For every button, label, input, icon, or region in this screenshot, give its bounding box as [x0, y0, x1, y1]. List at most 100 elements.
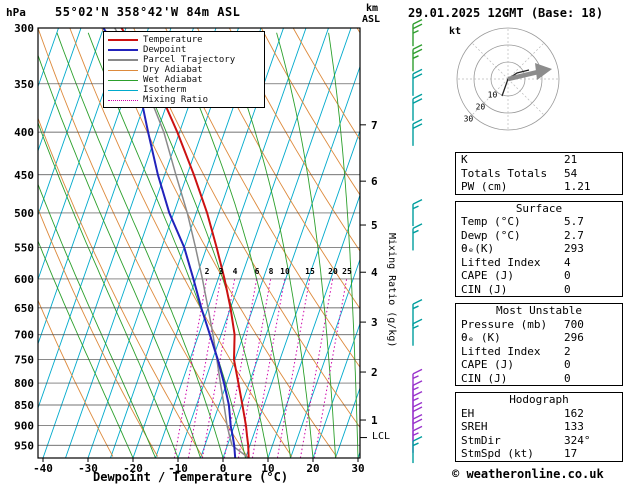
legend-item: Dry Adiabat [108, 65, 260, 75]
svg-text:10: 10 [261, 462, 274, 475]
legend-label: Parcel Trajectory [143, 54, 236, 65]
index-value: 0 [564, 358, 571, 371]
pressure-axis-unit: hPa [6, 6, 26, 19]
indices-row: EH 162 [456, 407, 623, 421]
indices-panels: K 21 Totals Totals 54 PW (cm) 1.21 Surface Temp… [455, 152, 623, 468]
station-title: 55°02'N 358°42'W 84m ASL [55, 5, 241, 19]
legend-swatch [108, 89, 138, 91]
svg-text:4: 4 [371, 266, 378, 279]
svg-text:8: 8 [269, 267, 274, 276]
legend-swatch [108, 99, 138, 101]
svg-text:5: 5 [371, 219, 378, 232]
profile-parcel-trajectory [114, 28, 250, 458]
svg-text:950: 950 [14, 439, 34, 452]
svg-text:1: 1 [371, 414, 378, 427]
chart-legend: Temperature Dewpoint Parcel Trajectory Dry … [103, 31, 265, 108]
altitude-axis-unit-km: km [366, 3, 379, 14]
index-label: EH [461, 406, 475, 420]
indices-row: θₑ(K) 293 [456, 242, 623, 256]
indices-row: Dewp (°C) 2.7 [456, 229, 623, 243]
index-label: Temp (°C) [461, 215, 521, 228]
legend-item: Isotherm [108, 85, 260, 95]
temperature-tick-labels: -40 -30 -20 -10 0 10 20 30 [33, 458, 365, 475]
wind-barb [412, 198, 423, 227]
svg-text:7: 7 [371, 119, 378, 132]
storm-motion-arrowhead [535, 63, 552, 80]
svg-text:20: 20 [476, 103, 486, 112]
indices-row: θₑ (K) 296 [456, 331, 623, 345]
index-value: 133 [564, 420, 584, 433]
wind-barb [412, 223, 423, 251]
svg-text:3: 3 [371, 316, 378, 329]
legend-swatch [108, 59, 138, 61]
svg-text:30: 30 [464, 115, 474, 124]
svg-text:-10: -10 [168, 462, 188, 475]
wind-barb [412, 93, 423, 121]
dry-adiabat-lines [38, 28, 360, 457]
chart-border [37, 27, 361, 459]
legend-item: Parcel Trajectory [108, 55, 260, 65]
legend-item: Temperature [108, 35, 260, 45]
indices-table: K 21 Totals Totals 54 PW (cm) 1.21 [455, 152, 623, 195]
index-label: Lifted Index [461, 255, 541, 269]
pressure-gridlines [38, 28, 360, 446]
altitude-axis-unit-asl: ASL [362, 14, 381, 25]
svg-text:10: 10 [280, 267, 290, 276]
svg-text:800: 800 [14, 377, 34, 390]
profile-temperature [120, 28, 250, 458]
svg-text:6: 6 [371, 175, 378, 188]
legend-item: Wet Adiabat [108, 75, 260, 85]
indices-row: Lifted Index 2 [456, 345, 623, 359]
sounding-profiles [102, 28, 250, 458]
indices-table: Most Unstable Pressure (mb) 700 θₑ (K) 296 Li… [455, 303, 623, 386]
legend-label: Isotherm [143, 84, 187, 95]
legend-swatch [108, 39, 138, 41]
index-value: 324° [564, 433, 591, 447]
index-value: 162 [564, 406, 584, 420]
svg-text:750: 750 [14, 354, 34, 367]
index-label: Pressure (mb) [461, 317, 548, 331]
indices-row: Temp (°C) 5.7 [456, 215, 623, 229]
legend-swatch [108, 69, 138, 71]
svg-text:20: 20 [306, 462, 319, 475]
svg-text:2: 2 [371, 366, 378, 379]
x-axis-label: Dewpoint / Temperature (°C) [93, 470, 289, 484]
indices-row: CIN (J) 0 [456, 372, 623, 386]
index-value: 1.21 [564, 180, 591, 193]
indices-row: StmDir 324° [456, 434, 623, 448]
index-value: 293 [564, 242, 584, 255]
index-label: Lifted Index [461, 344, 541, 358]
legend-swatch [108, 79, 138, 81]
svg-text:-30: -30 [78, 462, 98, 475]
index-value: 17 [564, 447, 578, 460]
svg-text:350: 350 [14, 78, 34, 91]
svg-text:550: 550 [14, 241, 34, 254]
index-value: 296 [564, 331, 584, 344]
index-label: CAPE (J) [461, 358, 514, 371]
indices-row: CIN (J) 0 [456, 283, 623, 297]
index-value: 2.7 [564, 228, 584, 242]
svg-text:600: 600 [14, 273, 34, 286]
wet-adiabat-lines [38, 32, 359, 458]
storm-motion-arrow [507, 69, 539, 82]
svg-text:3: 3 [219, 267, 224, 276]
svg-text:15: 15 [305, 267, 315, 276]
indices-row: Lifted Index 4 [456, 256, 623, 270]
wind-barb [412, 318, 423, 346]
svg-text:300: 300 [14, 22, 34, 35]
index-label: θₑ(K) [461, 242, 495, 255]
mixing-ratio-labels: 2 3 4 6 8 10 15 20 25 [205, 267, 352, 276]
index-value: 2 [564, 344, 571, 358]
wind-barb [412, 68, 423, 96]
wind-barbs [412, 19, 423, 464]
index-label: CIN (J) [461, 282, 508, 296]
indices-row: Pressure (mb) 700 [456, 318, 623, 332]
index-label: K [461, 153, 468, 166]
index-value: 700 [564, 317, 584, 331]
run-datetime: 29.01.2025 12GMT (Base: 18) [408, 6, 604, 20]
legend-label: Temperature [143, 34, 203, 45]
mixing-ratio-axis-label: Mixing Ratio (g/kg) [386, 233, 397, 348]
copyright: © weatheronline.co.uk [452, 467, 604, 481]
